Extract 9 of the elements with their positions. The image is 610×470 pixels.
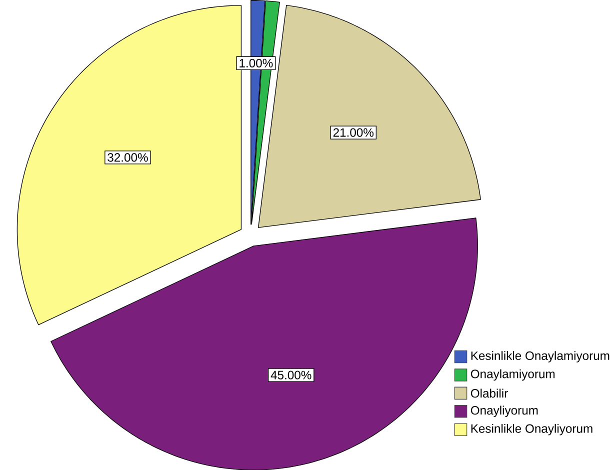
legend-label: Onayliyorum: [470, 406, 538, 417]
legend-label: Olabilir: [470, 388, 508, 398]
legend-label: Onaylamiyorum: [470, 369, 555, 380]
data-label: 1.00%: [240, 58, 273, 68]
data-label: 21.00%: [333, 128, 374, 137]
data-label: 32.00%: [108, 152, 148, 162]
legend-label: Kesinlikle Onaylamiyorum: [471, 350, 610, 362]
data-label: 45.00%: [270, 370, 312, 380]
legend-label: Kesinlikle Onayliyorum: [471, 424, 592, 436]
